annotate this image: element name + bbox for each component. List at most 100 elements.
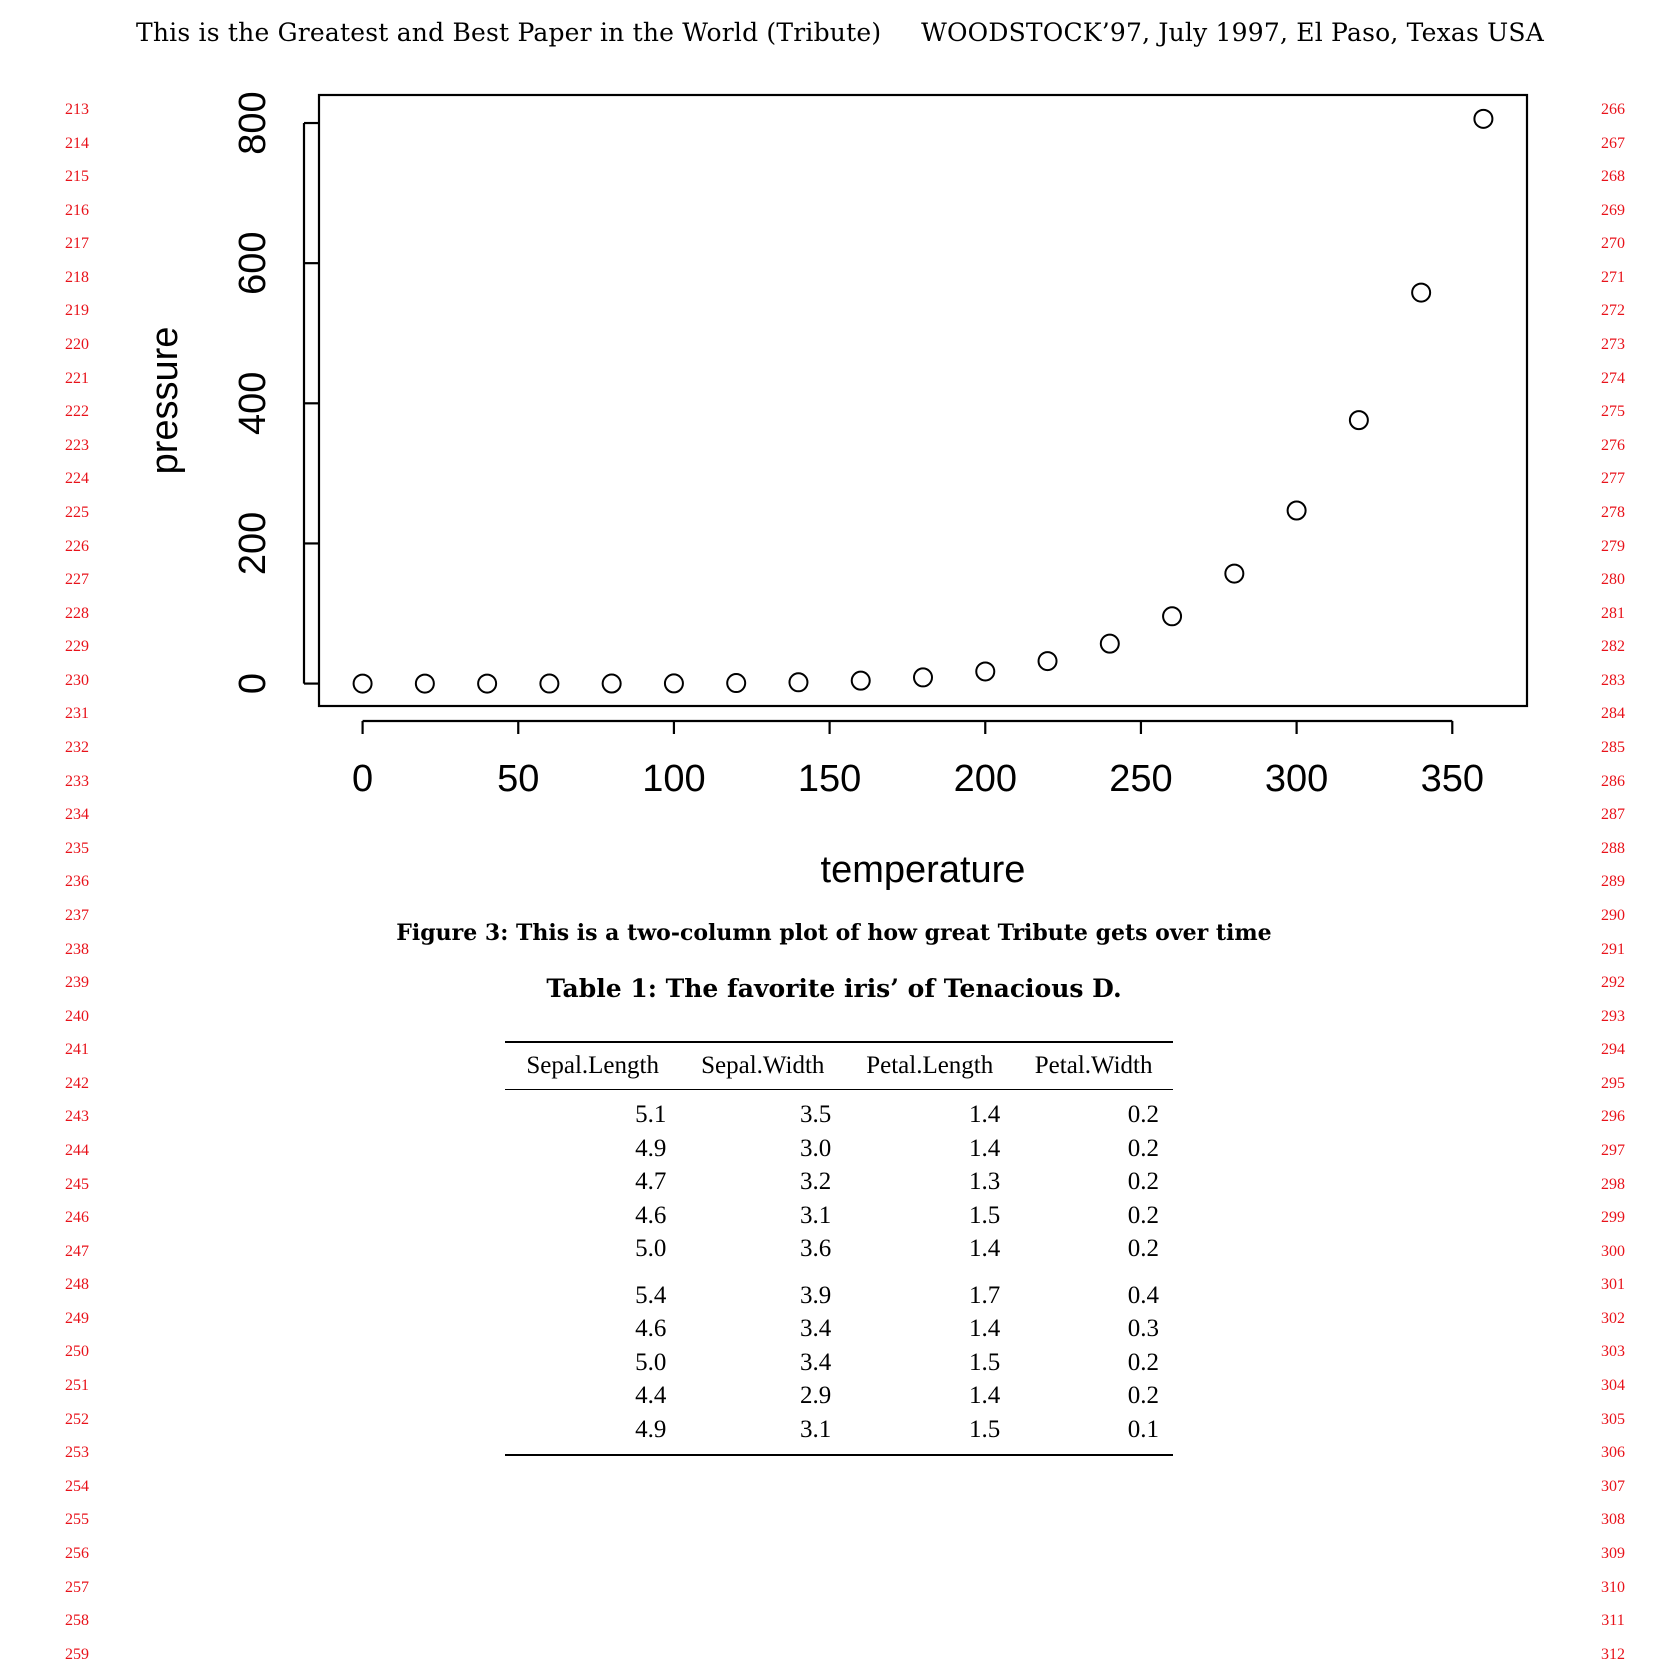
line-number: 258 (65, 1612, 89, 1630)
line-number: 230 (65, 671, 89, 689)
line-number: 232 (65, 739, 89, 757)
running-head-venue: WOODSTOCK’97, July 1997, El Paso, Texas … (921, 18, 1544, 47)
line-number: 257 (65, 1578, 89, 1596)
line-number: 246 (65, 1209, 89, 1227)
y-tick-label: 0 (232, 673, 274, 694)
data-point (913, 667, 933, 688)
line-number: 284 (1601, 705, 1625, 723)
line-number: 234 (65, 806, 89, 824)
line-number: 279 (1601, 537, 1625, 555)
line-number: 226 (65, 537, 89, 555)
table-cell: 3.1 (799, 1201, 832, 1229)
y-tick-label: 400 (232, 372, 274, 435)
line-number: 243 (65, 1108, 89, 1126)
line-number: 301 (1601, 1276, 1625, 1294)
line-number: 256 (65, 1544, 89, 1562)
line-number: 310 (1601, 1578, 1625, 1596)
x-tick-label: 150 (798, 758, 861, 800)
table-caption: Table 1: The favorite iris’ of Tenacious… (546, 974, 1122, 1003)
line-number: 297 (1601, 1141, 1625, 1159)
line-number: 277 (1601, 470, 1625, 488)
table-column-header: Sepal.Length (505, 1041, 681, 1090)
line-number: 217 (65, 235, 89, 253)
line-number: 225 (65, 503, 89, 521)
table-row: 5.1 3.5 1.4 0.2 (505, 1090, 1173, 1132)
table-row: 4.9 3.1 1.5 0.1 (505, 1413, 1173, 1456)
table-cell: 1.5 (969, 1415, 1001, 1443)
data-point (1099, 633, 1120, 654)
table-cell: 3.1 (799, 1415, 832, 1443)
line-number: 247 (65, 1242, 89, 1260)
data-point (352, 673, 373, 694)
line-number: 295 (1601, 1074, 1625, 1092)
line-number: 283 (1601, 671, 1625, 689)
data-point (663, 673, 684, 694)
line-number: 223 (65, 436, 89, 454)
table-cell: 3.4 (799, 1348, 832, 1376)
line-number: 309 (1601, 1544, 1625, 1562)
table-cell: 0.2 (1127, 1134, 1159, 1162)
table-cell: 1.3 (969, 1168, 1001, 1196)
line-number: 236 (65, 873, 89, 891)
data-point (1411, 282, 1432, 303)
table-cell: 5.0 (635, 1348, 667, 1376)
line-number: 276 (1601, 436, 1625, 454)
line-number: 214 (65, 134, 89, 152)
line-number: 311 (1601, 1612, 1625, 1630)
pressure-scatter-plot: 0 50 100 150 200 250 300 350 temperature 0 200 400 6… (144, 91, 1529, 891)
data-point (850, 670, 871, 691)
line-number: 285 (1601, 739, 1625, 757)
line-number: 216 (65, 201, 89, 219)
table-cell: 5.1 (635, 1101, 667, 1129)
y-axis-label: pressure (144, 327, 186, 475)
line-number: 274 (1601, 369, 1625, 387)
line-number: 299 (1601, 1209, 1625, 1227)
line-number: 259 (65, 1645, 89, 1663)
line-number: 289 (1601, 873, 1625, 891)
table-row: 5.0 3.4 1.5 0.2 (505, 1346, 1173, 1380)
line-number: 242 (65, 1074, 89, 1092)
plot-frame (317, 93, 1529, 708)
line-number: 286 (1601, 772, 1625, 790)
table-row: 4.7 3.2 1.3 0.2 (505, 1165, 1173, 1199)
table-column-header: Petal.Length (845, 1041, 1015, 1090)
line-number: 267 (1601, 134, 1625, 152)
table-cell: 0.4 (1127, 1281, 1159, 1309)
line-number: 237 (65, 906, 89, 924)
line-number: 266 (1601, 101, 1625, 118)
table-row: 4.4 2.9 1.4 0.2 (505, 1379, 1173, 1413)
line-number: 244 (65, 1141, 89, 1159)
line-number: 308 (1601, 1511, 1625, 1529)
table-cell: 3.4 (799, 1315, 832, 1343)
line-number: 215 (65, 168, 89, 186)
table-column-header: Sepal.Width (680, 1041, 846, 1090)
table-cell: 1.7 (969, 1281, 1001, 1309)
line-number: 305 (1601, 1410, 1625, 1428)
line-number: 298 (1601, 1175, 1625, 1193)
table-cell: 1.4 (969, 1382, 1001, 1410)
y-tick-label: 200 (232, 512, 274, 575)
line-number: 255 (65, 1511, 89, 1529)
table-cell: 3.0 (799, 1134, 832, 1162)
line-number: 239 (65, 974, 89, 992)
table-header-row: Sepal.Length Sepal.Width Petal.Length Petal… (505, 1041, 1173, 1090)
line-number: 288 (1601, 839, 1625, 857)
line-number: 293 (1601, 1007, 1625, 1025)
y-tick-label: 800 (232, 91, 274, 154)
line-number: 306 (1601, 1444, 1625, 1462)
line-number: 221 (65, 369, 89, 387)
table-cell: 1.5 (969, 1348, 1001, 1376)
line-number: 240 (65, 1007, 89, 1025)
data-point (726, 673, 747, 694)
table-cell: 1.4 (969, 1101, 1001, 1129)
data-point (477, 673, 498, 694)
table-cell: 4.6 (635, 1201, 667, 1229)
data-point (1224, 563, 1245, 584)
line-number: 238 (65, 940, 89, 958)
table-cell: 4.4 (635, 1382, 667, 1410)
line-number: 235 (65, 839, 89, 857)
data-point (1348, 410, 1369, 431)
line-number: 280 (1601, 571, 1625, 589)
table-cell: 0.3 (1127, 1315, 1159, 1343)
line-number: 219 (65, 302, 89, 320)
